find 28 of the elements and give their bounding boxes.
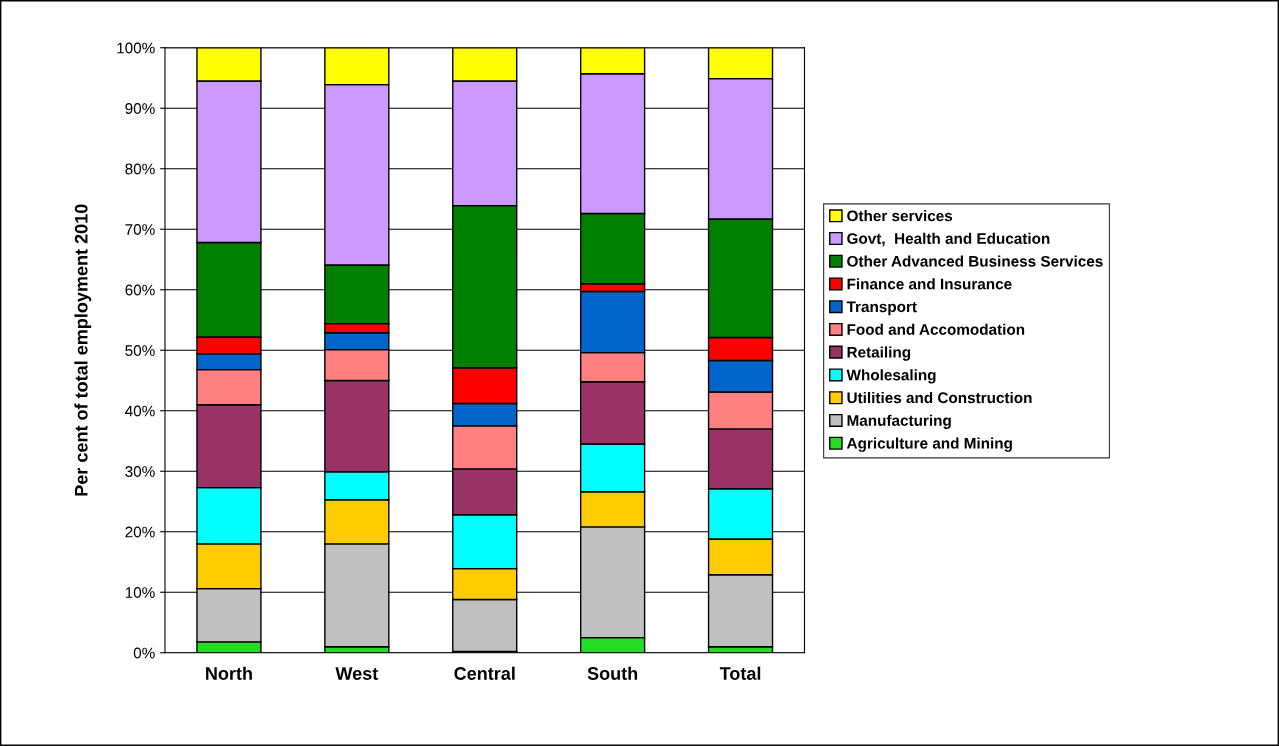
y-tick-label: 10% [125, 587, 155, 598]
y-tick-label: 50% [125, 345, 155, 356]
x-tick-label: South [587, 666, 638, 680]
y-tick-label: 90% [125, 103, 155, 114]
y-tick-label: 70% [125, 224, 155, 235]
legend-label: Food and Accomodation [847, 323, 1025, 335]
x-tick-label: West [335, 667, 379, 680]
y-tick-label: 80% [125, 163, 155, 175]
legend-label: Utilities and Construction [847, 391, 1032, 404]
y-tick-label: 40% [125, 405, 155, 417]
legend-label: Agriculture and Mining [846, 437, 1012, 452]
legend-label: Transport [846, 301, 917, 316]
legend-label: Wholesaling [846, 369, 936, 384]
y-tick-label: 0% [133, 647, 155, 659]
x-tick-label: North [206, 666, 252, 680]
y-axis-title: Per cent of total employment 2010 [74, 204, 92, 496]
y-tick-label: 30% [125, 466, 155, 477]
legend-label: Govt, Health and Education [847, 232, 1050, 247]
legend-label: Other Advanced Business Services [847, 255, 1103, 267]
legend-label: Manufacturing [847, 414, 951, 429]
y-tick-label: 60% [125, 284, 155, 296]
legend-label: Other services [847, 210, 953, 222]
y-tick-label: 100% [117, 42, 155, 54]
x-tick-label: Central [454, 666, 515, 680]
legend-label: Finance and Insurance [847, 278, 1012, 290]
legend-label: Retailing [847, 346, 911, 361]
y-tick-label: 20% [125, 526, 155, 538]
x-tick-label: Total [719, 666, 761, 680]
